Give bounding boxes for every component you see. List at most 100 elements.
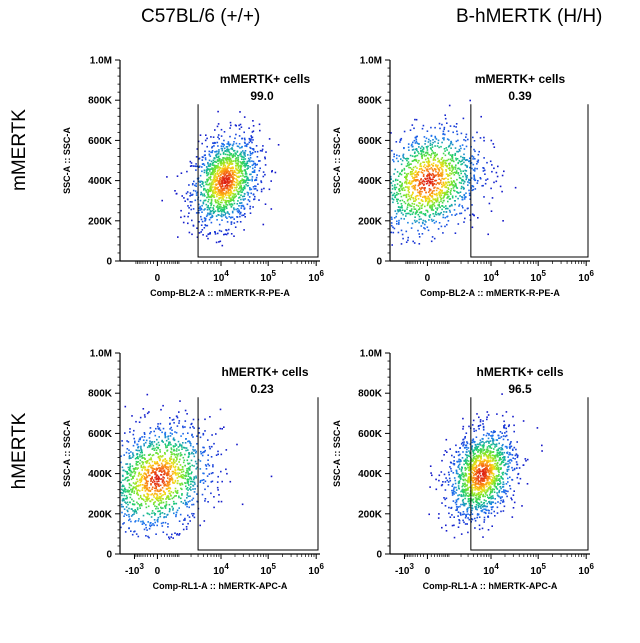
data-point — [235, 175, 237, 177]
data-point — [150, 490, 152, 492]
data-point — [462, 483, 464, 485]
data-point — [509, 485, 511, 487]
data-point — [216, 151, 218, 153]
data-point — [461, 133, 463, 135]
data-point — [416, 205, 418, 207]
data-point — [224, 187, 226, 189]
data-point — [167, 483, 169, 485]
data-point — [437, 204, 439, 206]
data-point — [503, 439, 505, 441]
data-point — [202, 229, 204, 231]
data-point — [137, 444, 139, 446]
data-point — [178, 441, 180, 443]
data-point — [172, 473, 174, 475]
data-point — [181, 444, 183, 446]
data-point — [185, 420, 187, 422]
data-point — [128, 467, 130, 469]
data-point — [426, 155, 428, 157]
data-point — [417, 151, 419, 153]
data-point — [211, 203, 213, 205]
data-point — [222, 182, 224, 184]
data-point — [205, 464, 207, 466]
data-point — [145, 503, 147, 505]
data-point — [236, 173, 238, 175]
data-point — [130, 473, 132, 475]
data-point — [488, 512, 490, 514]
y-axis-label: SSC-A :: SSC-A — [62, 420, 72, 487]
data-point — [245, 182, 247, 184]
data-point — [164, 516, 166, 518]
data-point — [149, 514, 151, 516]
data-point — [400, 158, 402, 160]
data-point — [241, 205, 243, 207]
data-point — [156, 499, 158, 501]
data-point — [135, 511, 137, 513]
data-point — [129, 468, 131, 470]
data-point — [176, 193, 178, 195]
data-point — [184, 426, 186, 428]
data-point — [232, 168, 234, 170]
data-point — [502, 459, 504, 461]
data-point — [150, 443, 152, 445]
data-point — [455, 183, 457, 185]
data-point — [463, 441, 465, 443]
data-point — [399, 200, 401, 202]
data-point — [510, 488, 512, 490]
data-point — [459, 182, 461, 184]
data-point — [247, 182, 249, 184]
data-point — [463, 158, 465, 160]
data-point — [462, 199, 464, 201]
data-point — [503, 464, 505, 466]
data-point — [490, 161, 492, 163]
data-point — [122, 506, 124, 508]
data-point — [166, 450, 168, 452]
data-point — [396, 155, 398, 157]
data-point — [508, 426, 510, 428]
data-point — [201, 219, 203, 221]
data-point — [453, 487, 455, 489]
data-point — [453, 493, 455, 495]
data-point — [244, 195, 246, 197]
data-point — [224, 208, 226, 210]
data-point — [171, 498, 173, 500]
data-point — [205, 159, 207, 161]
data-point — [154, 519, 156, 521]
data-point — [124, 488, 126, 490]
data-point — [396, 221, 398, 223]
data-point — [151, 442, 153, 444]
data-point — [519, 467, 521, 469]
data-point — [433, 220, 435, 222]
data-point — [483, 427, 485, 429]
x-tick-label: 105 — [260, 269, 276, 284]
data-point — [147, 483, 149, 485]
data-point — [447, 184, 449, 186]
data-point — [509, 452, 511, 454]
data-point — [422, 222, 424, 224]
data-point — [452, 169, 454, 171]
data-point — [421, 146, 423, 148]
data-point — [469, 503, 471, 505]
data-point — [244, 216, 246, 218]
data-point — [434, 141, 436, 143]
data-point — [436, 187, 438, 189]
data-point — [480, 177, 482, 179]
data-point — [505, 446, 507, 448]
data-point — [220, 197, 222, 199]
data-point — [163, 531, 165, 533]
data-point — [416, 119, 418, 121]
data-point — [151, 516, 153, 518]
data-point — [437, 158, 439, 160]
data-point — [253, 186, 255, 188]
data-point — [256, 174, 258, 176]
data-point — [134, 531, 136, 533]
data-point — [202, 452, 204, 454]
data-point — [427, 153, 429, 155]
data-point — [154, 490, 156, 492]
data-point — [142, 489, 144, 491]
data-point — [450, 192, 452, 194]
data-point — [190, 445, 192, 447]
data-point — [464, 157, 466, 159]
data-point — [213, 183, 215, 185]
data-point — [412, 169, 414, 171]
